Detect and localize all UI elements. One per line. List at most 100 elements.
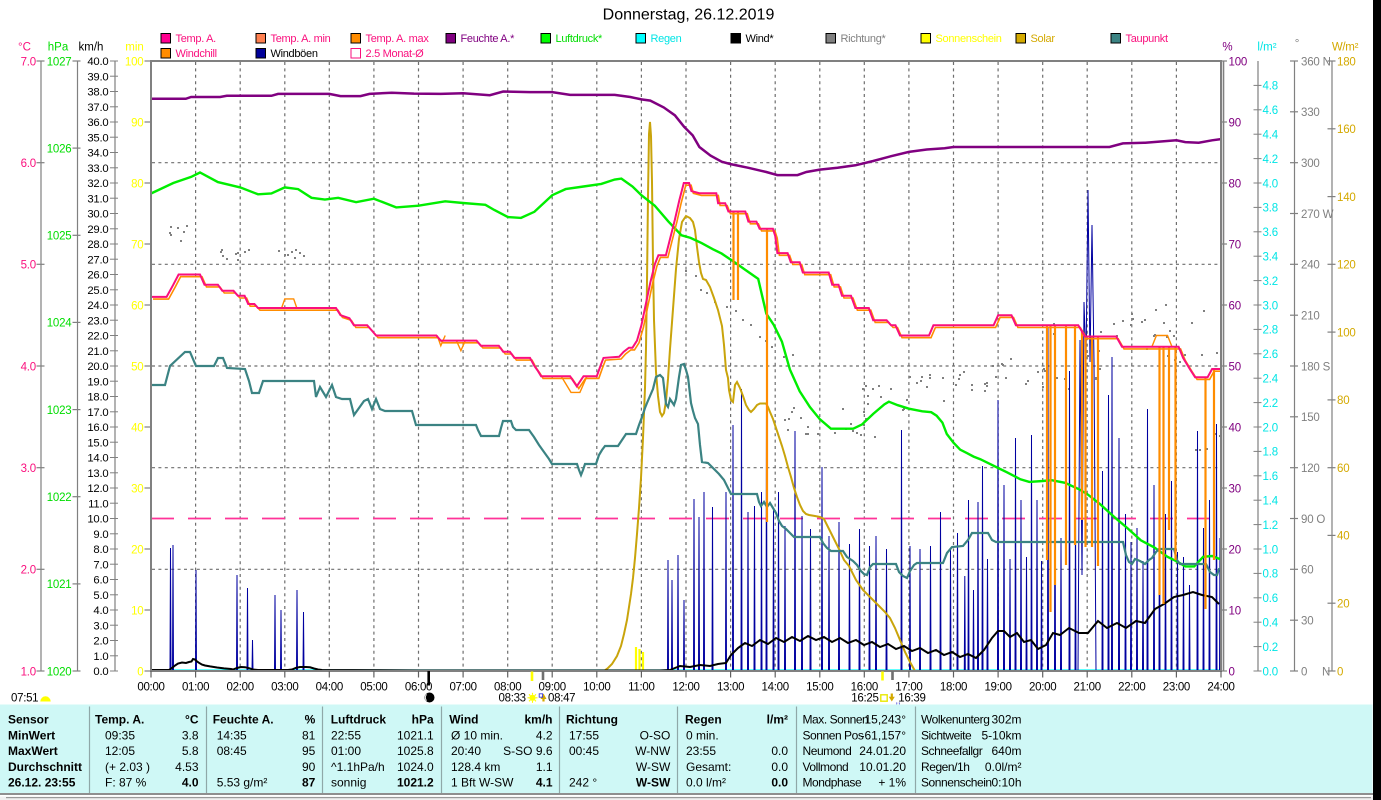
svg-text:5.0: 5.0 xyxy=(93,590,108,602)
svg-text:31.0: 31.0 xyxy=(87,193,108,205)
svg-text:1 Bft W-SW: 1 Bft W-SW xyxy=(451,776,514,790)
svg-text:60: 60 xyxy=(131,300,143,312)
svg-text:Luftdruck*: Luftdruck* xyxy=(556,33,604,45)
svg-text:Donnerstag, 26.12.2019: Donnerstag, 26.12.2019 xyxy=(603,6,775,23)
svg-text:Sonnen Pos: Sonnen Pos xyxy=(803,728,864,742)
svg-text:150: 150 xyxy=(1301,412,1320,424)
svg-text:14:00: 14:00 xyxy=(762,681,789,693)
svg-text:3.0: 3.0 xyxy=(93,621,108,633)
svg-text:0.0: 0.0 xyxy=(771,744,788,758)
svg-text:20: 20 xyxy=(1337,599,1349,611)
svg-text:0.0: 0.0 xyxy=(771,760,788,774)
svg-text:1025.8: 1025.8 xyxy=(397,744,434,758)
svg-text:242 °: 242 ° xyxy=(569,776,597,790)
svg-text:1.4: 1.4 xyxy=(1263,496,1279,508)
svg-text:1026: 1026 xyxy=(47,143,72,155)
svg-text:330: 330 xyxy=(1301,107,1320,119)
svg-text:,,: ,, xyxy=(896,696,901,706)
svg-text:18.0: 18.0 xyxy=(87,392,108,404)
svg-text:6.0: 6.0 xyxy=(21,158,36,170)
svg-text:1021.1: 1021.1 xyxy=(397,728,434,742)
svg-text:60: 60 xyxy=(1337,463,1349,475)
svg-text:23:55: 23:55 xyxy=(686,744,716,758)
svg-text:03:00: 03:00 xyxy=(271,681,298,693)
svg-text:60: 60 xyxy=(1301,565,1313,577)
svg-text:MaxWert: MaxWert xyxy=(8,744,58,758)
svg-text:sonnig: sonnig xyxy=(331,776,366,790)
svg-text:Temp. A. max: Temp. A. max xyxy=(366,33,430,45)
svg-text:05:00: 05:00 xyxy=(360,681,387,693)
svg-text:640m: 640m xyxy=(991,744,1021,758)
svg-text:38.0: 38.0 xyxy=(87,87,108,99)
svg-text:08:33: 08:33 xyxy=(499,693,526,705)
svg-text:Wind: Wind xyxy=(449,713,478,727)
svg-text:2.5 Monat-Ø: 2.5 Monat-Ø xyxy=(366,48,425,60)
svg-text:18:00: 18:00 xyxy=(940,681,967,693)
svg-text:1024.0: 1024.0 xyxy=(397,760,434,774)
svg-text:30: 30 xyxy=(1229,483,1241,495)
svg-text:5.53 g/m²: 5.53 g/m² xyxy=(217,776,268,790)
svg-text:50: 50 xyxy=(131,361,143,373)
svg-text:0:10h: 0:10h xyxy=(991,776,1021,790)
svg-text:27.0: 27.0 xyxy=(87,254,108,266)
svg-text:100: 100 xyxy=(1337,327,1356,339)
svg-text:^1.1hPa/h: ^1.1hPa/h xyxy=(331,760,385,774)
svg-text:87: 87 xyxy=(302,776,316,790)
svg-text:26.0: 26.0 xyxy=(87,270,108,282)
svg-text:10.0: 10.0 xyxy=(87,514,108,526)
svg-text:7.0: 7.0 xyxy=(21,56,36,68)
svg-text:3.2: 3.2 xyxy=(1263,276,1278,288)
svg-text:Regen: Regen xyxy=(685,713,722,727)
svg-text:Windchill: Windchill xyxy=(176,48,217,60)
svg-text:°: ° xyxy=(1295,38,1300,50)
svg-text:8.0: 8.0 xyxy=(93,544,108,556)
svg-text:1.0: 1.0 xyxy=(93,651,108,663)
svg-text:Richtung*: Richtung* xyxy=(841,33,887,45)
svg-text:1022: 1022 xyxy=(47,492,72,504)
svg-text:3.0: 3.0 xyxy=(21,463,36,475)
svg-text:S-SO 9.6: S-SO 9.6 xyxy=(503,744,553,758)
svg-text:0 min.: 0 min. xyxy=(686,728,719,742)
svg-text:17.0: 17.0 xyxy=(87,407,108,419)
svg-text:km/h: km/h xyxy=(79,42,104,54)
svg-text:N: N xyxy=(1322,666,1330,678)
svg-text:Richtung: Richtung xyxy=(566,713,618,727)
svg-text:20.0: 20.0 xyxy=(87,361,108,373)
svg-text:4.2: 4.2 xyxy=(536,728,553,742)
svg-text:24:00: 24:00 xyxy=(1207,681,1234,693)
svg-text:120: 120 xyxy=(1337,260,1356,272)
svg-text:7.0: 7.0 xyxy=(93,560,108,572)
svg-text:0.8: 0.8 xyxy=(1263,569,1278,581)
svg-text:l/m²: l/m² xyxy=(767,713,788,727)
svg-text:W-SW: W-SW xyxy=(636,776,671,790)
svg-text:Sichtweite: Sichtweite xyxy=(921,728,972,742)
svg-text:19:00: 19:00 xyxy=(984,681,1011,693)
svg-text:210: 210 xyxy=(1301,311,1320,323)
svg-text:15:00: 15:00 xyxy=(806,681,833,693)
svg-text:+ 1%: + 1% xyxy=(878,776,906,790)
svg-text:40.0: 40.0 xyxy=(87,56,108,68)
svg-text:07:51: 07:51 xyxy=(11,693,38,705)
svg-text:21.0: 21.0 xyxy=(87,346,108,358)
svg-text:0: 0 xyxy=(1337,666,1343,678)
svg-text:Regen/1h: Regen/1h xyxy=(921,760,969,774)
svg-text:MinWert: MinWert xyxy=(8,728,55,742)
svg-text:5.8: 5.8 xyxy=(182,744,199,758)
svg-text:Windböen: Windböen xyxy=(271,48,318,60)
svg-text:81: 81 xyxy=(302,728,316,742)
svg-text:80: 80 xyxy=(1229,178,1241,190)
svg-text:140: 140 xyxy=(1337,192,1356,204)
svg-text:0.2: 0.2 xyxy=(1263,642,1278,654)
svg-text:40: 40 xyxy=(131,422,143,434)
svg-text:40: 40 xyxy=(1229,422,1241,434)
svg-text:12.0: 12.0 xyxy=(87,483,108,495)
svg-text:240: 240 xyxy=(1301,260,1320,272)
svg-text:10.01.20: 10.01.20 xyxy=(859,760,906,774)
svg-text:-61,157°: -61,157° xyxy=(861,728,907,742)
svg-text:11:00: 11:00 xyxy=(628,681,654,693)
svg-text:22:00: 22:00 xyxy=(1118,681,1145,693)
svg-text:Temp. A. min: Temp. A. min xyxy=(271,33,331,45)
svg-text:1025: 1025 xyxy=(47,231,72,243)
svg-text:Temp. A.: Temp. A. xyxy=(176,33,217,45)
svg-text:34.0: 34.0 xyxy=(87,148,108,160)
